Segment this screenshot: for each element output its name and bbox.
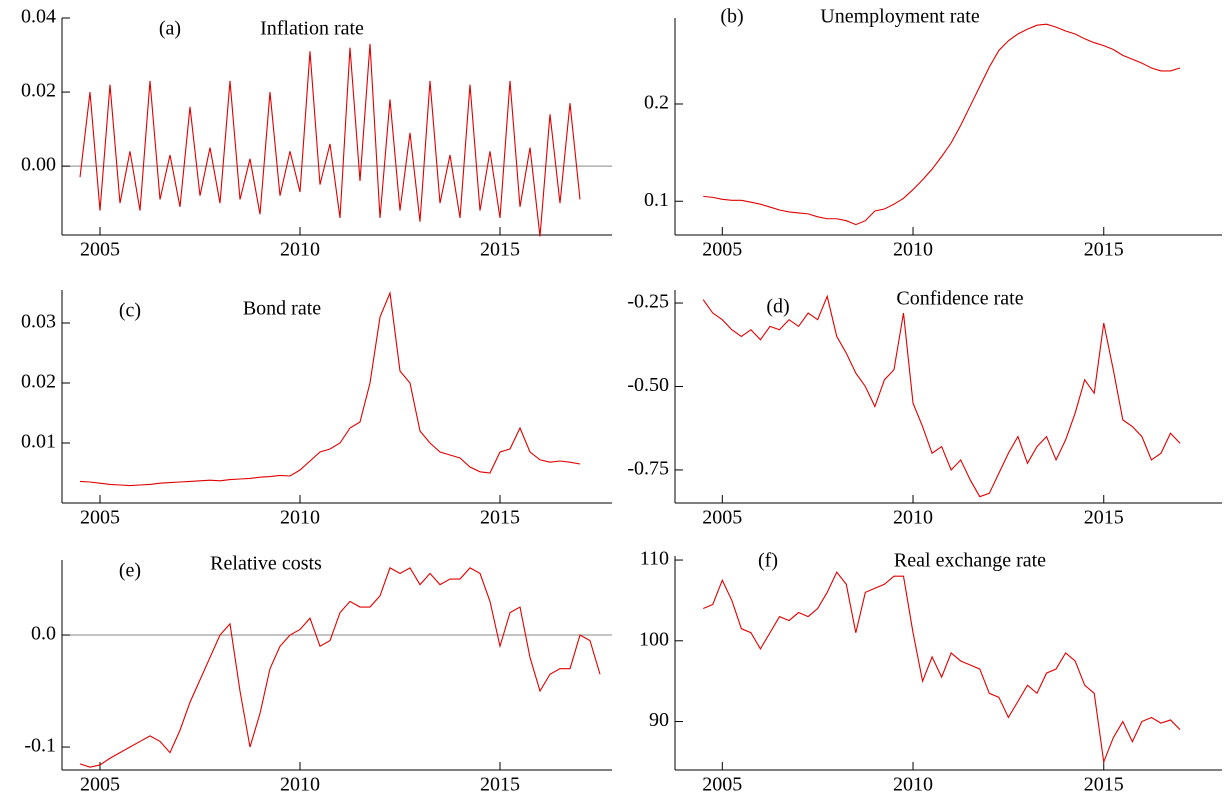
x-tick-label: 2010	[280, 239, 320, 261]
y-tick-label: 0.03	[21, 311, 56, 333]
data-line	[703, 23, 1181, 226]
x-tick-label: 2010	[280, 774, 320, 796]
x-tick-label: 2010	[893, 239, 933, 261]
panel-title: Real exchange rate	[894, 550, 1046, 572]
x-tick-label: 2005	[80, 774, 120, 796]
data-line	[79, 567, 601, 768]
x-tick-label: 2015	[1084, 507, 1124, 529]
x-tick-label: 2010	[280, 507, 320, 529]
y-tick-label: 0.2	[644, 92, 669, 114]
panel-title: Bond rate	[243, 298, 321, 320]
panel-title: Unemployment rate	[820, 6, 980, 28]
x-tick-label: 2015	[480, 774, 520, 796]
x-tick-label: 2015	[1084, 239, 1124, 261]
x-tick-label: 2005	[702, 507, 742, 529]
x-tick-label: 2015	[480, 239, 520, 261]
data-line	[79, 43, 581, 237]
y-tick-label: 0.1	[644, 189, 669, 211]
panel-label: (c)	[119, 300, 141, 322]
data-line	[702, 294, 1181, 498]
panel-label: (a)	[159, 18, 181, 40]
y-tick-label: 0.01	[21, 431, 56, 453]
y-tick-label: 110	[640, 548, 669, 570]
data-line	[703, 571, 1181, 765]
x-tick-label: 2010	[893, 507, 933, 529]
x-tick-label: 2010	[893, 774, 933, 796]
y-tick-label: -0.75	[627, 458, 669, 480]
x-tick-label: 2005	[702, 774, 742, 796]
panel-title: Confidence rate	[896, 288, 1023, 310]
x-tick-label: 2005	[80, 239, 120, 261]
y-tick-label: 100	[639, 628, 669, 650]
x-tick-label: 2015	[1084, 774, 1124, 796]
x-tick-label: 2015	[480, 507, 520, 529]
x-tick-label: 2005	[702, 239, 742, 261]
y-tick-label: -0.50	[627, 374, 669, 396]
y-tick-label: 0.04	[21, 6, 56, 28]
data-line	[79, 290, 581, 487]
y-tick-label: -0.25	[627, 291, 669, 313]
panel-title: Relative costs	[210, 553, 322, 575]
x-tick-label: 2005	[80, 507, 120, 529]
panel-label: (f)	[758, 550, 778, 572]
y-tick-label: 90	[649, 709, 669, 731]
y-tick-label: 0.02	[21, 371, 56, 393]
y-tick-label: 0.00	[21, 154, 56, 176]
y-tick-label: 0.02	[21, 80, 56, 102]
y-tick-label: 0.0	[31, 623, 56, 645]
panel-label: (b)	[720, 6, 743, 28]
panel-title: Inflation rate	[260, 18, 364, 40]
panel-label: (d)	[766, 296, 789, 318]
panel-label: (e)	[119, 560, 141, 582]
y-tick-label: -0.1	[24, 735, 56, 757]
